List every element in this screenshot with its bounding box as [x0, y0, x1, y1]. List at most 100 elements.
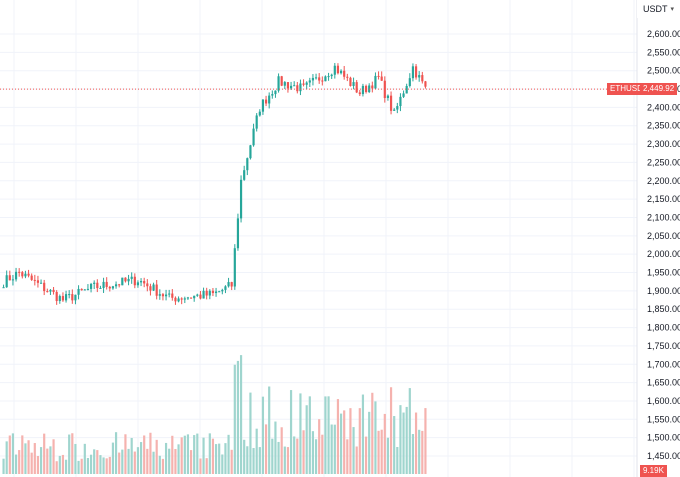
volume-bar-37 — [118, 452, 121, 474]
volume-bar-115 — [361, 394, 365, 474]
y-tick-label-9: 2,150.00 — [647, 194, 680, 204]
candle-body-19 — [61, 296, 65, 301]
volume-bar-5 — [18, 450, 21, 474]
candle-body-35 — [111, 286, 115, 289]
volume-bar-33 — [105, 458, 108, 474]
volume-bar-20 — [64, 459, 68, 474]
candle-body-21 — [68, 294, 71, 296]
candle-body-16 — [52, 289, 55, 292]
volume-bar-62 — [196, 433, 199, 474]
candle-body-61 — [193, 295, 196, 299]
candle-body-41 — [130, 276, 133, 279]
volume-bar-36 — [114, 432, 118, 474]
volume-bar-81 — [255, 428, 258, 474]
candle-body-33 — [105, 281, 108, 287]
candle-body-120 — [377, 75, 380, 77]
candle-body-2 — [8, 275, 11, 281]
y-tick-label-8: 2,200.00 — [647, 176, 680, 186]
candle-body-38 — [121, 277, 124, 286]
candle-body-91 — [286, 82, 290, 89]
candle-body-18 — [58, 296, 61, 302]
candle-body-129 — [405, 85, 408, 94]
volume-bar-95 — [299, 393, 302, 474]
candle-body-128 — [402, 93, 405, 97]
candle-body-74 — [233, 248, 236, 287]
volume-bar-45 — [143, 435, 146, 474]
candle-body-132 — [414, 66, 418, 78]
candle-body-107 — [336, 65, 340, 74]
volume-bar-125 — [393, 416, 396, 474]
y-tick-label-22: 1,500.00 — [647, 433, 680, 443]
candle-body-131 — [411, 66, 415, 79]
candle-body-113 — [355, 82, 358, 93]
candle-body-125 — [393, 109, 396, 111]
candle-body-92 — [289, 85, 293, 89]
candle-body-130 — [408, 78, 411, 86]
volume-bar-104 — [327, 396, 330, 474]
y-tick-label-16: 1,800.00 — [647, 323, 680, 333]
volume-bar-15 — [49, 446, 52, 474]
volume-bar-30 — [96, 450, 99, 474]
volume-bar-74 — [233, 364, 236, 474]
volume-bar-123 — [386, 437, 390, 474]
y-tick-label-6: 2,300.00 — [647, 139, 680, 149]
candle-body-1 — [5, 275, 8, 288]
volume-bar-88 — [277, 441, 280, 474]
last-price-symbol-tag: ETHUSDT — [607, 83, 651, 96]
volume-bar-75 — [236, 360, 240, 474]
volume-bar-119 — [374, 401, 377, 474]
volume-bar-8 — [27, 440, 30, 474]
volume-bar-112 — [352, 427, 355, 474]
candle-body-82 — [258, 111, 261, 116]
candle-body-55 — [174, 297, 177, 302]
volume-bar-59 — [186, 434, 190, 474]
candle-body-96 — [302, 83, 305, 85]
volume-bar-68 — [214, 444, 218, 474]
candle-body-85 — [268, 95, 271, 104]
candle-body-27 — [86, 288, 90, 290]
volume-bar-18 — [58, 455, 61, 474]
volume-bar-114 — [358, 408, 361, 474]
y-tick-label-20: 1,600.00 — [647, 396, 680, 406]
candle-body-75 — [236, 218, 240, 249]
volume-tag: 9.19K — [640, 465, 667, 477]
volume-bar-35 — [111, 442, 115, 474]
volume-bar-61 — [193, 435, 196, 474]
last-price-tag: 2,449.92 — [640, 83, 678, 96]
candle-body-34 — [108, 286, 111, 289]
volume-bar-90 — [283, 446, 286, 474]
candle-body-49 — [155, 284, 158, 296]
candle-body-70 — [221, 289, 224, 292]
volume-bar-65 — [205, 458, 208, 474]
candle-body-20 — [64, 294, 68, 301]
candle-body-83 — [261, 99, 265, 112]
volume-bar-79 — [249, 392, 252, 474]
volume-bar-31 — [99, 455, 102, 474]
y-tick-label-11: 2,050.00 — [647, 231, 680, 241]
volume-bar-12 — [39, 447, 43, 474]
volume-bar-54 — [171, 435, 174, 474]
volume-bar-43 — [136, 447, 140, 474]
volume-bar-28 — [89, 454, 93, 474]
volume-bar-21 — [68, 434, 71, 474]
volume-bar-66 — [208, 433, 211, 474]
volume-bar-83 — [261, 396, 265, 474]
candle-body-5 — [18, 271, 21, 273]
volume-bar-133 — [418, 429, 421, 474]
candle-body-108 — [339, 70, 343, 74]
candle-body-63 — [199, 294, 202, 299]
candle-body-69 — [218, 291, 221, 293]
volume-bar-29 — [93, 449, 96, 474]
candle-body-71 — [224, 286, 227, 290]
candle-body-135 — [424, 81, 427, 87]
candle-body-99 — [311, 77, 315, 81]
candle-body-56 — [177, 298, 180, 302]
volume-bar-46 — [146, 448, 149, 474]
currency-selector[interactable]: USDT ▾ — [637, 0, 680, 18]
y-tick-label-7: 2,250.00 — [647, 157, 680, 167]
volume-bar-111 — [349, 408, 352, 474]
volume-bar-26 — [83, 443, 86, 474]
volume-bar-130 — [408, 388, 411, 474]
volume-bar-60 — [189, 450, 193, 474]
